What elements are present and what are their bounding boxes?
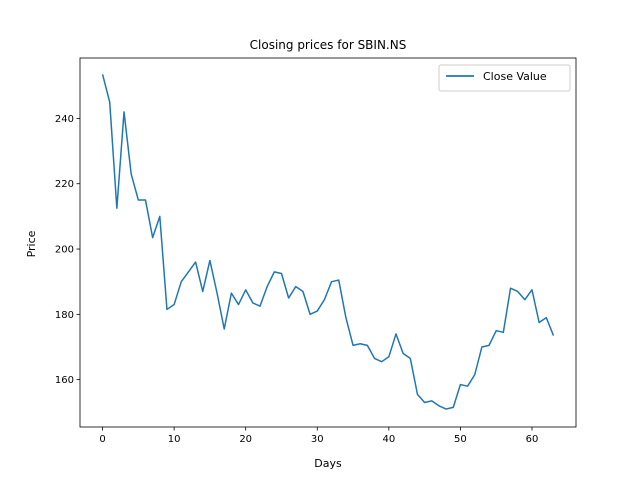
data-point	[496, 330, 497, 331]
data-point	[524, 299, 525, 300]
data-point	[295, 286, 296, 287]
data-point	[503, 332, 504, 333]
data-point	[531, 289, 532, 290]
y-tick-label: 200	[55, 245, 74, 256]
data-point	[224, 328, 225, 329]
data-point	[453, 407, 454, 408]
data-point	[345, 317, 346, 318]
data-point	[102, 74, 103, 75]
x-tick-label: 60	[526, 434, 539, 445]
data-point	[131, 173, 132, 174]
legend-label-close-value: Close Value	[483, 70, 547, 83]
data-point	[546, 317, 547, 318]
data-point	[488, 345, 489, 346]
data-point	[388, 356, 389, 357]
data-point	[281, 273, 282, 274]
data-point	[517, 291, 518, 292]
x-tick-label: 50	[454, 434, 467, 445]
data-point	[417, 394, 418, 395]
data-point	[188, 271, 189, 272]
data-point	[195, 261, 196, 262]
data-point	[431, 400, 432, 401]
data-point	[288, 297, 289, 298]
x-tick-label: 40	[382, 434, 395, 445]
data-point	[138, 199, 139, 200]
data-point	[338, 279, 339, 280]
chart-title: Closing prices for SBIN.NS	[250, 38, 407, 52]
data-point	[445, 408, 446, 409]
data-point	[539, 322, 540, 323]
data-point	[245, 289, 246, 290]
data-point	[474, 374, 475, 375]
data-point	[216, 293, 217, 294]
data-point	[267, 286, 268, 287]
y-axis-label: Price	[25, 230, 38, 257]
data-point	[438, 405, 439, 406]
data-point	[181, 281, 182, 282]
data-point	[202, 291, 203, 292]
data-point	[317, 310, 318, 311]
data-point	[209, 260, 210, 261]
data-point	[352, 345, 353, 346]
data-point	[367, 345, 368, 346]
data-point	[403, 353, 404, 354]
data-point	[116, 208, 117, 209]
data-point	[481, 346, 482, 347]
x-tick-label: 30	[311, 434, 324, 445]
data-point	[310, 314, 311, 315]
data-point	[123, 111, 124, 112]
x-axis-ticks: 0 10 20 30 40 50 60	[99, 427, 538, 445]
y-tick-label: 220	[55, 179, 74, 190]
data-point	[302, 291, 303, 292]
legend: Close Value	[438, 64, 571, 92]
data-point	[424, 402, 425, 403]
data-point	[166, 309, 167, 310]
data-point	[259, 306, 260, 307]
data-point	[410, 358, 411, 359]
legend-box	[438, 64, 571, 92]
y-axis-ticks: 160 180 200 220 240	[55, 114, 80, 386]
data-point	[467, 386, 468, 387]
data-point	[231, 293, 232, 294]
x-tick-label: 20	[239, 434, 252, 445]
x-axis-label: Days	[314, 457, 342, 470]
data-point	[145, 199, 146, 200]
data-point	[274, 271, 275, 272]
y-tick-label: 240	[55, 114, 74, 125]
data-point	[324, 299, 325, 300]
data-point	[360, 343, 361, 344]
data-point	[374, 358, 375, 359]
data-point	[381, 361, 382, 362]
data-point	[331, 281, 332, 282]
data-point	[152, 237, 153, 238]
plot-frame	[79, 57, 577, 428]
plot-area	[79, 57, 577, 428]
data-point	[395, 333, 396, 334]
data-point	[159, 216, 160, 217]
y-tick-label: 180	[55, 310, 74, 321]
data-point	[460, 384, 461, 385]
data-point	[510, 288, 511, 289]
x-tick-label: 0	[99, 434, 105, 445]
data-point	[238, 304, 239, 305]
data-point	[174, 304, 175, 305]
data-point	[252, 302, 253, 303]
series-line-close-value	[101, 74, 555, 410]
x-tick-label: 10	[168, 434, 181, 445]
y-tick-label: 160	[55, 375, 74, 386]
data-point	[553, 335, 554, 336]
data-point	[109, 101, 110, 102]
